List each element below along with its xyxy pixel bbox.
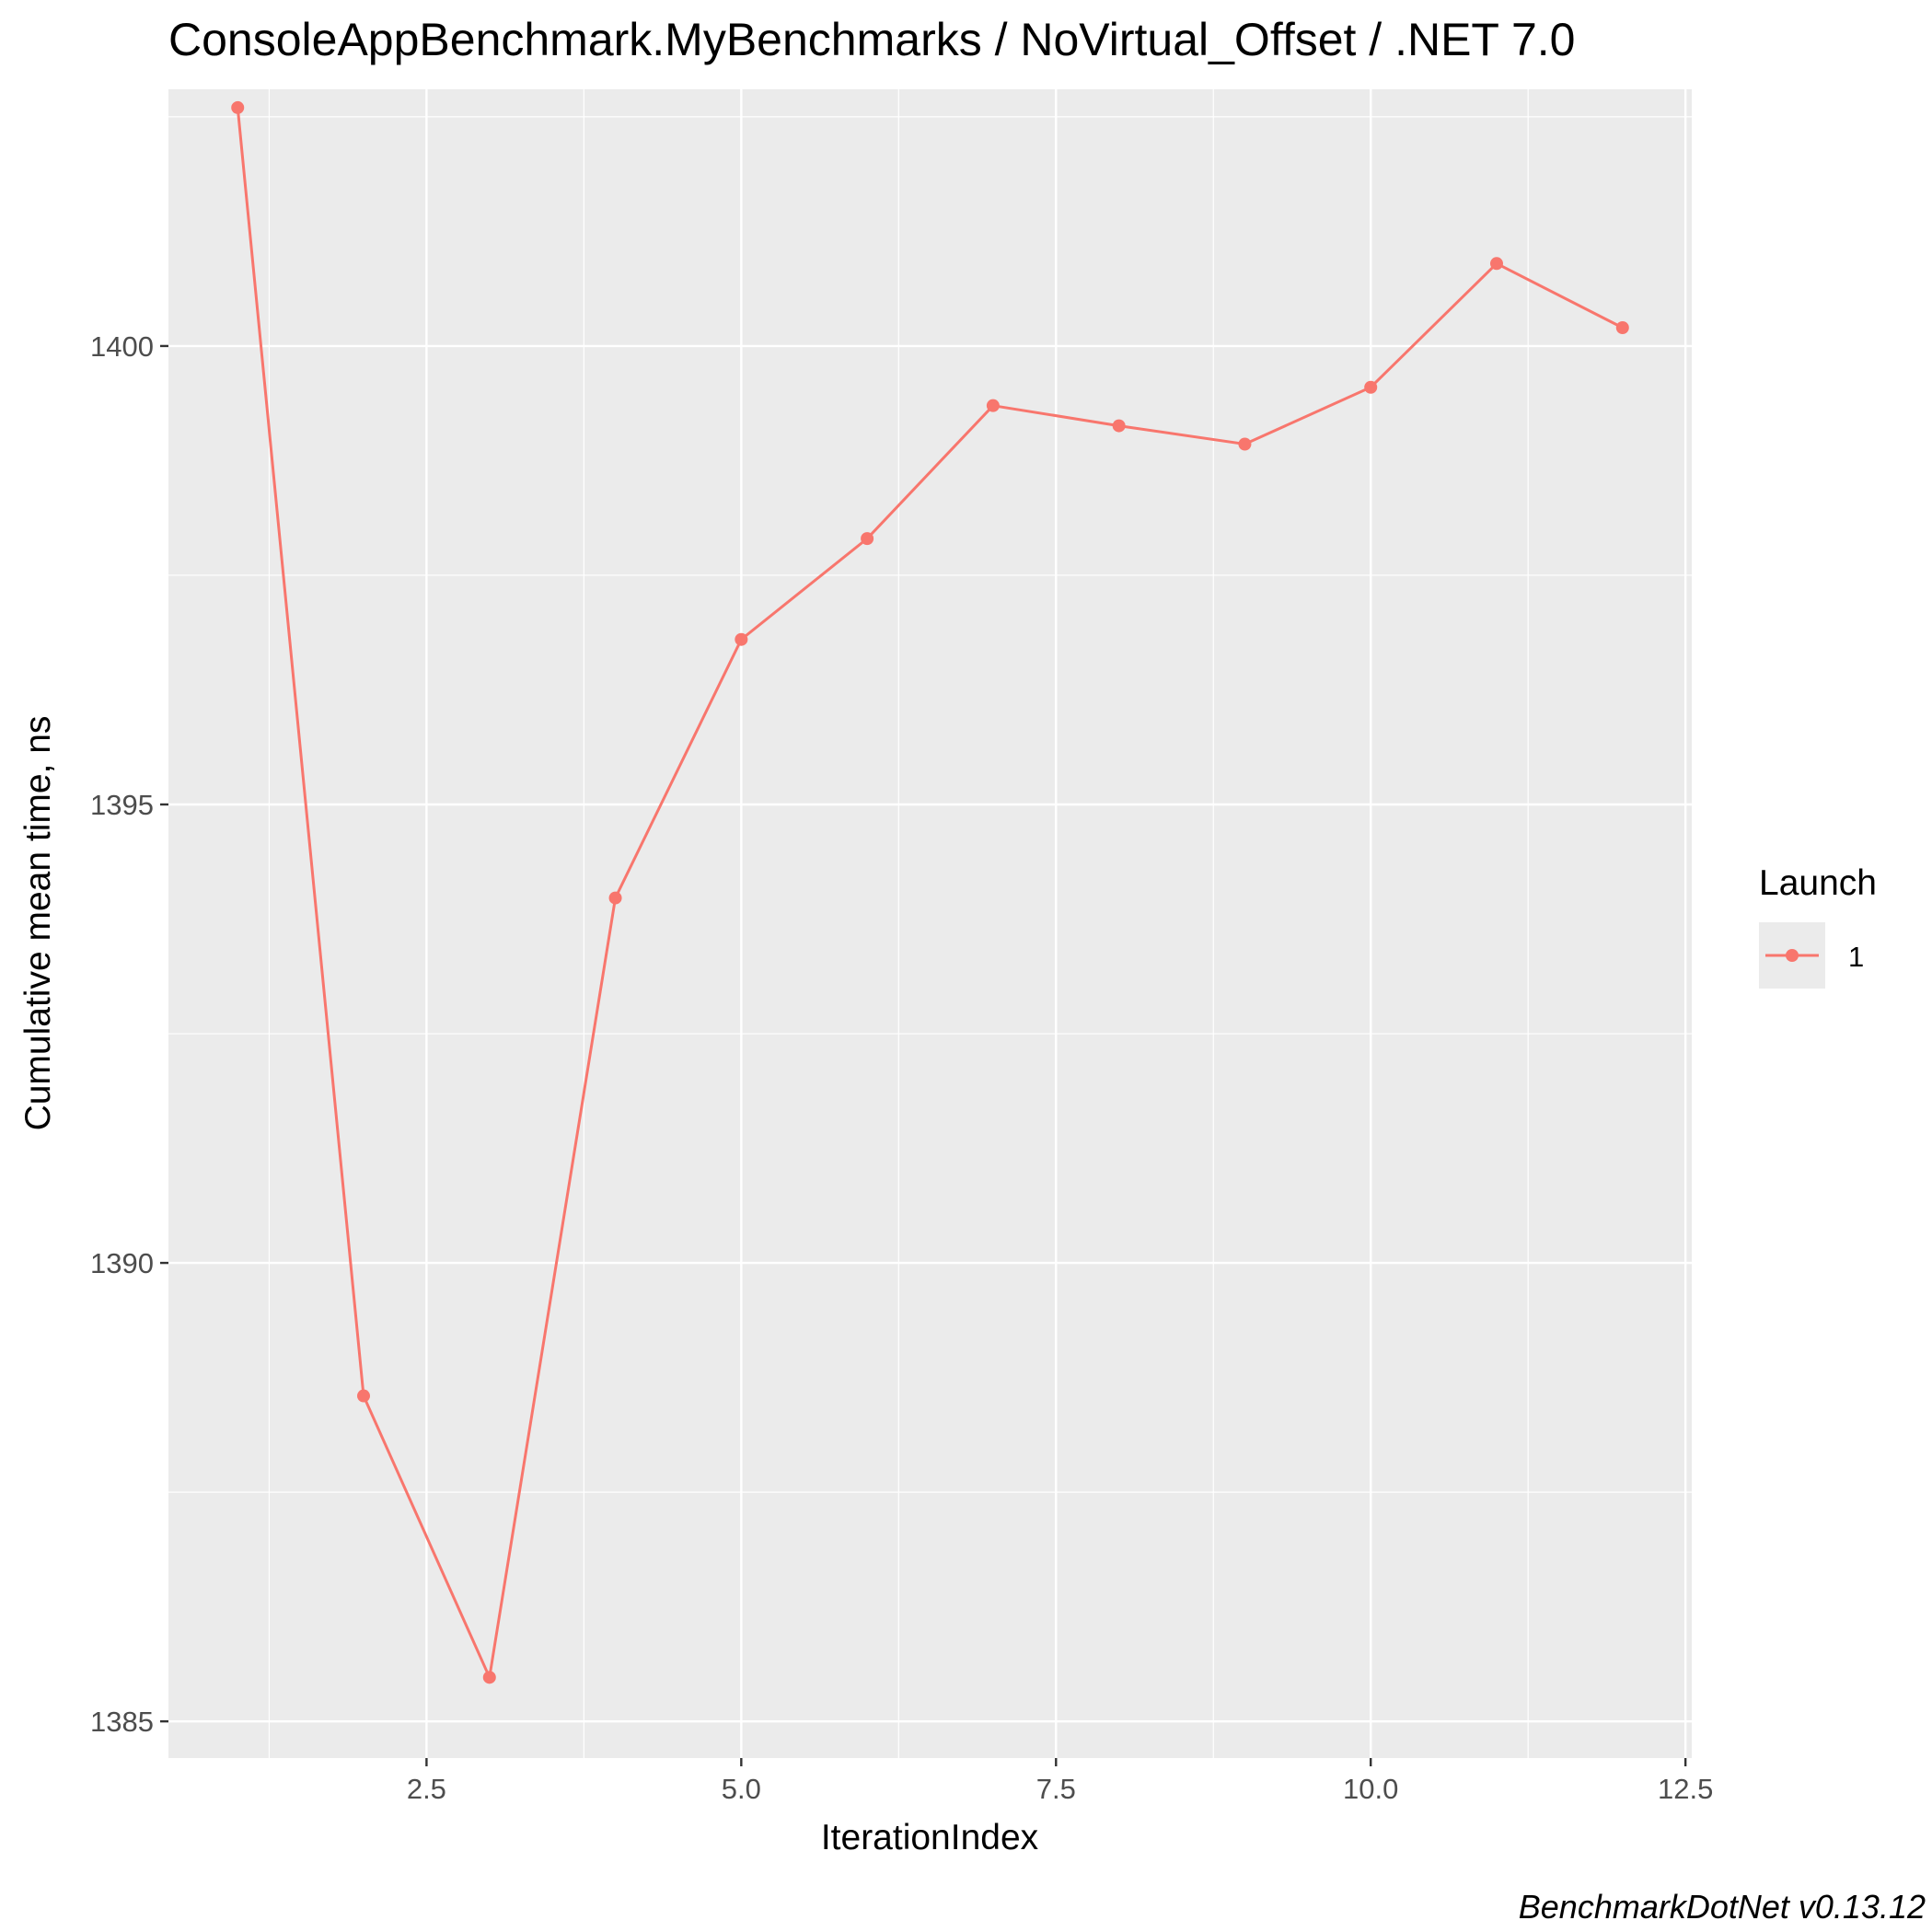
data-point: [357, 1389, 371, 1403]
x-tick-label: 12.5: [1658, 1773, 1713, 1805]
x-tick-label: 5.0: [722, 1773, 761, 1805]
data-point: [1112, 419, 1126, 433]
legend-key-point: [1786, 949, 1799, 962]
y-tick-label: 1390: [90, 1247, 154, 1279]
y-tick-label: 1395: [90, 789, 154, 821]
data-point: [1489, 257, 1503, 271]
major-gridlines: [168, 89, 1692, 1758]
series-line: [236, 107, 1624, 1683]
chart-title: ConsoleAppBenchmark.MyBenchmarks / NoVir…: [168, 14, 1575, 65]
minor-gridlines: [168, 89, 1692, 1758]
data-point: [1364, 380, 1378, 394]
plot-panel: [168, 89, 1692, 1758]
data-point: [231, 100, 245, 114]
legend-title: Launch: [1759, 863, 1877, 903]
data-point: [986, 399, 1000, 412]
x-tick-label: 7.5: [1036, 1773, 1076, 1805]
x-tick-label: 10.0: [1343, 1773, 1398, 1805]
x-axis-title: IterationIndex: [821, 1818, 1039, 1857]
data-point: [1238, 437, 1252, 451]
series-layer: [231, 100, 1629, 1684]
x-axis: 2.5 5.0 7.5 10.0 12.5: [407, 1758, 1713, 1805]
y-tick-label: 1400: [90, 330, 154, 363]
caption: BenchmarkDotNet v0.13.12: [1519, 1888, 1926, 1926]
x-tick-label: 2.5: [407, 1773, 446, 1805]
data-point: [735, 632, 748, 646]
y-axis-title: Cumulative mean time, ns: [18, 716, 58, 1131]
legend-label: 1: [1848, 941, 1864, 973]
data-point: [608, 891, 622, 905]
data-point: [861, 532, 874, 546]
y-tick-label: 1385: [90, 1706, 154, 1738]
data-point: [482, 1671, 496, 1684]
data-point: [1615, 321, 1629, 334]
y-axis: 1385 1390 1395 1400: [90, 330, 168, 1738]
legend: Launch 1: [1759, 863, 1877, 989]
